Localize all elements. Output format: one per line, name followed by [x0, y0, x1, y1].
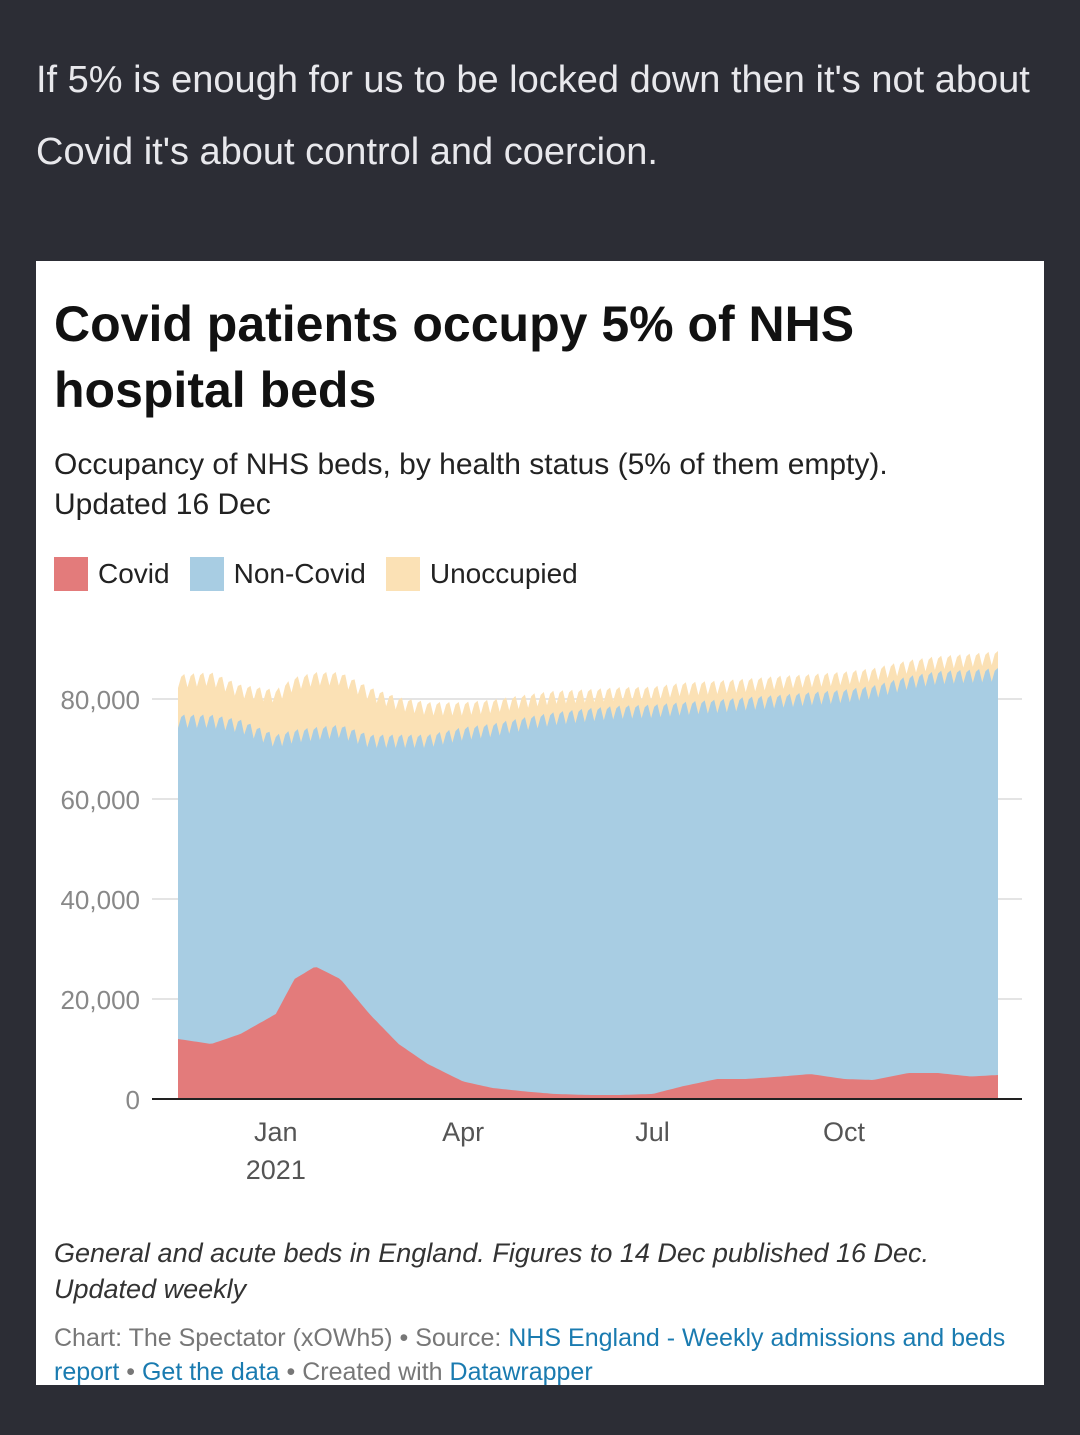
- y-tick-label: 40,000: [60, 885, 140, 915]
- chart-title: Covid patients occupy 5% of NHS hospital…: [54, 296, 855, 418]
- chart-legend: Covid Non-Covid Unoccupied: [54, 557, 598, 591]
- y-tick-label: 20,000: [60, 985, 140, 1015]
- x-tick-sublabel: 2021: [246, 1155, 306, 1185]
- legend-item-unoccupied: Unoccupied: [385, 557, 578, 591]
- get-data-link[interactable]: Get the data: [141, 1358, 280, 1385]
- legend-swatch-covid: [54, 557, 88, 591]
- chart-subtitle-line2: Updated 16 Dec: [54, 488, 271, 521]
- chart-card: Covid patients occupy 5% of NHS hospital…: [36, 261, 1044, 1385]
- chart-credits: Chart: The Spectator (xOWh5) • Source: N…: [54, 1321, 1014, 1385]
- post-text: If 5% is enough for us to be locked down…: [36, 59, 1030, 173]
- legend-item-covid: Covid: [54, 557, 170, 591]
- x-tick-label: Oct: [823, 1117, 866, 1147]
- legend-swatch-unoccupied: [385, 557, 420, 591]
- chart-subtitle: Occupancy of NHS beds, by health status …: [54, 445, 1024, 525]
- source-link[interactable]: NHS England - Weekly admissions and beds…: [54, 1324, 1006, 1385]
- stacked-area-chart: 0 20,000 40,000 60,000 80,000 Jan 2021 Apr Jul Oc…: [60, 651, 1022, 1185]
- x-tick-label: Apr: [442, 1117, 484, 1147]
- credits-sep1: •: [119, 1358, 142, 1385]
- datawrapper-link[interactable]: Datawrapper: [449, 1358, 593, 1385]
- y-tick-label: 80,000: [60, 685, 140, 715]
- chart-notes: General and acute beds in England. Figur…: [54, 1238, 930, 1304]
- area-non-covid: [178, 668, 998, 1099]
- x-tick-label: Jul: [635, 1117, 670, 1147]
- credits-sep2: • Created with: [279, 1358, 450, 1385]
- legend-item-non-covid: Non-Covid: [189, 557, 366, 591]
- legend-label-covid: Covid: [98, 558, 170, 589]
- legend-swatch-non-covid: [189, 557, 224, 591]
- area-covid: [178, 967, 998, 1099]
- legend-label-non-covid: Non-Covid: [233, 558, 366, 589]
- legend-label-unoccupied: Unoccupied: [429, 558, 578, 589]
- y-tick-label: 60,000: [60, 785, 140, 815]
- credits-prefix: Chart: The Spectator (xOWh5) • Source:: [54, 1324, 509, 1352]
- x-tick-label: Jan: [254, 1117, 298, 1147]
- chart-subtitle-line1: Occupancy of NHS beds, by health status …: [54, 448, 888, 481]
- y-tick-label: 0: [126, 1085, 140, 1115]
